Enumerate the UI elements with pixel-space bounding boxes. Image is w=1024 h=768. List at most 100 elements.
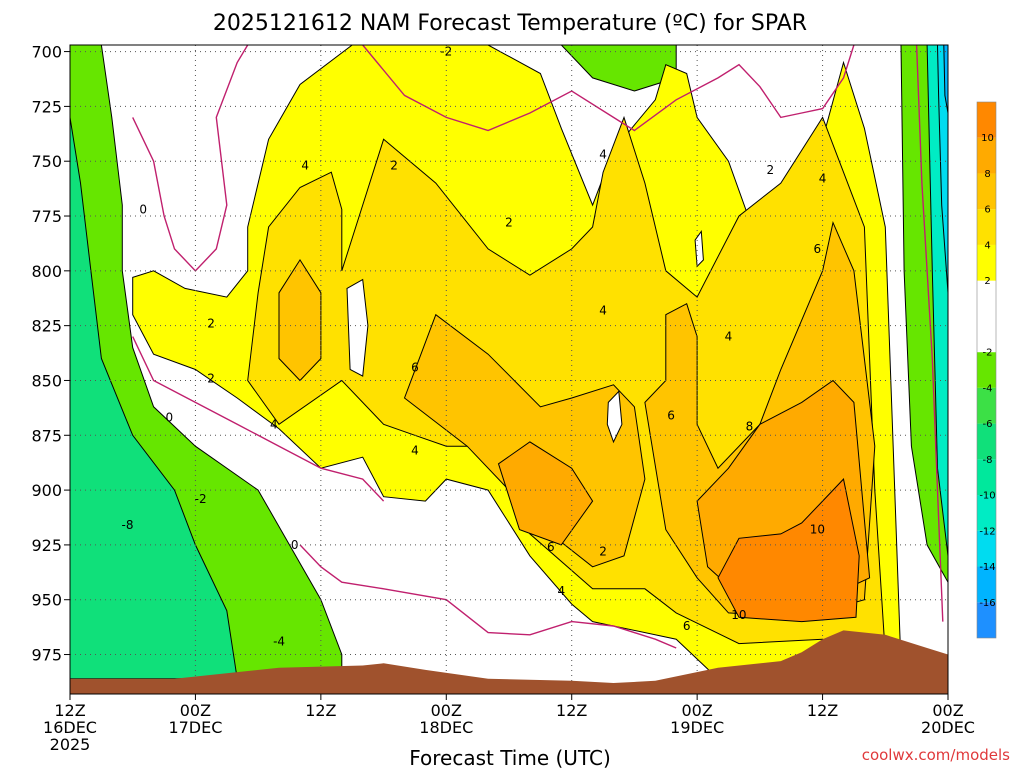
colorbar-label--10: -10 bbox=[979, 491, 995, 502]
y-tick-label-725: 725 bbox=[31, 97, 62, 116]
contour-label-26: 4 bbox=[819, 172, 827, 186]
colorbar-swatch-2 bbox=[977, 530, 996, 567]
colorbar-label-6: 6 bbox=[984, 205, 990, 216]
colorbar-label--4: -4 bbox=[983, 383, 993, 394]
contour-label-25: 6 bbox=[814, 242, 822, 256]
y-tick-label-875: 875 bbox=[31, 426, 62, 445]
colorbar-swatch-1 bbox=[977, 566, 996, 603]
contour-label-24: 10 bbox=[810, 523, 825, 537]
contour-label-9: 6 bbox=[411, 360, 419, 374]
plot-frame bbox=[69, 44, 949, 695]
zero-line-1 bbox=[132, 336, 385, 502]
terrain-ground bbox=[70, 630, 948, 694]
contour-label-13: 0 bbox=[291, 538, 299, 552]
colorbar-swatch-13 bbox=[977, 102, 996, 138]
contour-label-1: 0 bbox=[139, 202, 147, 216]
region-warm-8 bbox=[497, 441, 594, 546]
contour-label-5: 2 bbox=[207, 316, 215, 330]
colorbar-label-8: 8 bbox=[984, 169, 990, 180]
colorbar: 10 8 6 4 2 -2 -4 -6 -8 -10 -12 -14 -16 bbox=[976, 101, 997, 639]
y-axis: 700 725 750 775 800 825 850 875 900 925 950 975 bbox=[31, 43, 70, 665]
y-tick-label-750: 750 bbox=[31, 152, 62, 171]
y-tick-label-775: 775 bbox=[31, 207, 62, 226]
y-tick-label-800: 800 bbox=[31, 262, 62, 281]
contour-label-23: 10 bbox=[731, 608, 746, 622]
colorbar-label--6: -6 bbox=[983, 419, 993, 430]
contour-label-14: -4 bbox=[273, 634, 285, 648]
colorbar-label-10: 10 bbox=[981, 133, 994, 144]
contour-label-18: 4 bbox=[599, 303, 607, 317]
credit-text: coolwx.com/models bbox=[862, 746, 1010, 764]
colorbar-label--16: -16 bbox=[979, 598, 995, 609]
x-tick-label-5-0: 00Z bbox=[681, 701, 712, 720]
colorbar-swatch-5 bbox=[977, 423, 996, 460]
colorbar-swatch-11 bbox=[977, 173, 996, 210]
y-tick-label-700: 700 bbox=[31, 43, 62, 62]
colorbar-swatch-10 bbox=[977, 209, 996, 245]
x-tick-label-0-2: 2025 bbox=[50, 735, 91, 754]
contour-label-11: -2 bbox=[195, 492, 207, 506]
x-tick-label-4-0: 12Z bbox=[556, 701, 587, 720]
contour-label-6: 2 bbox=[207, 371, 215, 385]
colorbar-label--12: -12 bbox=[979, 526, 995, 537]
colorbar-swatch-12 bbox=[977, 137, 996, 174]
contour-label-8: 4 bbox=[270, 417, 278, 431]
x-tick-label-1-0: 00Z bbox=[180, 701, 211, 720]
x-axis-label: Forecast Time (UTC) bbox=[409, 746, 611, 768]
contour-label-20: 6 bbox=[667, 409, 675, 423]
x-tick-label-7-1: 20DEC bbox=[921, 718, 975, 737]
x-tick-label-3-1: 18DEC bbox=[419, 718, 473, 737]
colorbar-frame bbox=[976, 101, 997, 639]
contour-label-27: 2 bbox=[766, 163, 774, 177]
region-white-hole-1 bbox=[346, 278, 369, 377]
contour-label-4: 2 bbox=[505, 216, 513, 230]
temperature-fill-regions bbox=[69, 44, 949, 680]
contour-label-2: 4 bbox=[301, 159, 309, 173]
x-tick-label-7-0: 00Z bbox=[932, 701, 963, 720]
x-tick-label-6-0: 12Z bbox=[807, 701, 838, 720]
x-tick-label-1-1: 17DEC bbox=[168, 718, 222, 737]
colorbar-label--14: -14 bbox=[979, 562, 995, 573]
colorbar-swatch-8 bbox=[977, 280, 996, 353]
contour-label-12: -8 bbox=[122, 518, 134, 532]
contour-label-28: 4 bbox=[725, 330, 733, 344]
colorbar-swatch-6 bbox=[977, 387, 996, 424]
y-tick-label-900: 900 bbox=[31, 481, 62, 500]
plot-area: -2 0 4 2 2 2 2 0 4 6 4 -2 -8 0 -4 6 4 2 4 4 6 6 8 10 10 6 4 2 4 bbox=[69, 44, 949, 695]
contour-label-10: 4 bbox=[411, 444, 419, 458]
colorbar-swatch-0 bbox=[977, 602, 996, 638]
zero-line-4 bbox=[915, 44, 944, 622]
region-warm-10 bbox=[717, 478, 860, 623]
colorbar-swatch-3 bbox=[977, 495, 996, 531]
colorbar-label--8: -8 bbox=[983, 455, 993, 466]
contour-label-17: 2 bbox=[599, 544, 607, 558]
contour-labels: -2 0 4 2 2 2 2 0 4 6 4 -2 -8 0 -4 6 4 2 4 4 6 6 8 10 10 6 4 2 4 bbox=[122, 45, 827, 649]
x-tick-label-5-1: 19DEC bbox=[670, 718, 724, 737]
contour-label-16: 4 bbox=[557, 584, 565, 598]
contour-label-22: 8 bbox=[746, 420, 754, 434]
contour-label-0: -2 bbox=[440, 45, 452, 59]
y-tick-label-925: 925 bbox=[31, 536, 62, 555]
zero-line-3 bbox=[299, 544, 677, 649]
contour-label-7: 0 bbox=[165, 411, 173, 425]
contour-label-21: 6 bbox=[683, 619, 691, 633]
y-tick-label-825: 825 bbox=[31, 317, 62, 336]
chart-title: 2025121612 NAM Forecast Temperature (ºC)… bbox=[213, 11, 807, 36]
y-tick-label-850: 850 bbox=[31, 371, 62, 390]
contour-label-3: 2 bbox=[390, 159, 398, 173]
colorbar-label-2: 2 bbox=[984, 276, 990, 287]
zero-isotherm-lines bbox=[132, 44, 944, 649]
zero-line-2 bbox=[362, 44, 855, 132]
x-tick-label-3-0: 00Z bbox=[431, 701, 462, 720]
region-white-hole-2 bbox=[606, 390, 623, 444]
colorbar-label-4: 4 bbox=[984, 240, 990, 251]
y-tick-label-975: 975 bbox=[31, 646, 62, 665]
x-tick-label-0-1: 16DEC bbox=[43, 718, 97, 737]
colorbar-swatch-7 bbox=[977, 352, 996, 388]
y-tick-label-950: 950 bbox=[31, 591, 62, 610]
x-tick-label-0-0: 12Z bbox=[54, 701, 85, 720]
contour-label-19: 4 bbox=[599, 148, 607, 162]
x-tick-label-2-0: 12Z bbox=[305, 701, 336, 720]
